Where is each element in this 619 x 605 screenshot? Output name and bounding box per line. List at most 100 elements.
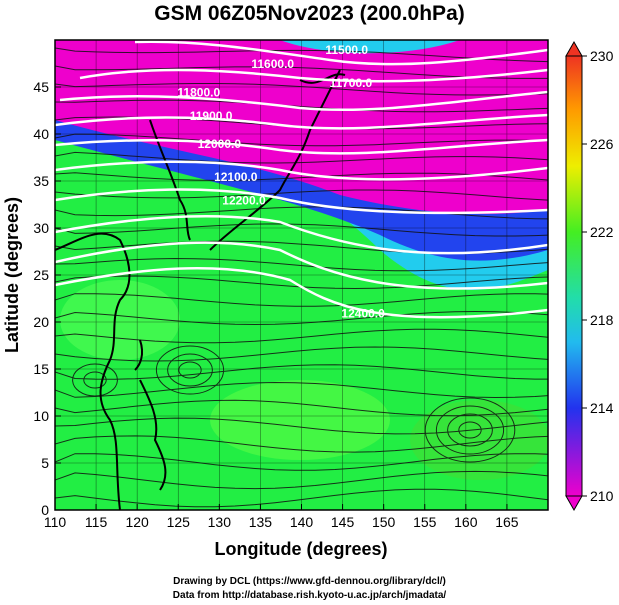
credit-data: Data from http://database.rish.kyoto-u.a… <box>172 590 447 601</box>
x-tick-label: 120 <box>125 514 149 530</box>
y-tick-label: 35 <box>33 173 49 189</box>
colorbar-top-arrow <box>565 40 583 57</box>
coast-philippines <box>139 379 167 491</box>
contour-12000 <box>55 160 548 181</box>
colorbar-ticks: 230 226 222 218 214 210 <box>582 48 614 504</box>
x-axis-ticks: 110 115 120 125 130 135 140 145 150 155 160 165 <box>44 504 519 530</box>
streamline <box>55 206 548 220</box>
y-axis-label: Latitude (degrees) <box>2 197 22 353</box>
chart-title: GSM 06Z05Nov2023 (200.0hPa) <box>154 2 465 25</box>
x-tick-label: 115 <box>85 514 108 530</box>
coast-japan <box>209 69 341 251</box>
contour-11800 <box>55 113 548 130</box>
contour-label: 11700.0 <box>329 76 372 90</box>
contour-11900 <box>55 138 548 155</box>
streamline <box>55 83 548 96</box>
contour-label: 12100.0 <box>214 170 258 184</box>
credit-drawing: Drawing by DCL (https://www.gfd-dennou.o… <box>173 576 446 587</box>
green-patch-3 <box>210 380 390 460</box>
coast-korea <box>149 119 191 241</box>
streamline <box>55 346 548 362</box>
x-tick-label: 110 <box>44 514 67 530</box>
x-tick-label: 165 <box>495 514 519 530</box>
streamline <box>55 488 548 508</box>
vortex-streamline <box>155 345 225 395</box>
contour-label: 11600.0 <box>251 57 294 71</box>
streamline <box>55 435 548 453</box>
x-tick-label: 125 <box>167 514 191 530</box>
y-axis-ticks: 0 5 10 15 20 25 30 35 40 45 <box>33 79 61 518</box>
colorbar-tick-label: 226 <box>590 136 614 152</box>
vortex-streamline <box>435 405 505 455</box>
contour-11500 <box>134 40 548 66</box>
y-tick-label: 25 <box>33 267 49 283</box>
colorbar: 230 226 222 218 214 210 <box>565 40 614 512</box>
colorbar-tick-label: 218 <box>590 312 614 328</box>
y-tick-label: 20 <box>33 314 49 330</box>
contour-12300 <box>55 241 548 290</box>
streamline <box>55 417 548 435</box>
x-tick-label: 130 <box>208 514 232 530</box>
streamline <box>55 364 548 380</box>
colorbar-bottom-arrow <box>565 495 583 512</box>
contour-11700 <box>59 90 548 112</box>
contour-label: 12200.0 <box>222 194 266 208</box>
y-tick-label: 15 <box>33 361 49 377</box>
streamline <box>55 223 548 237</box>
coastlines <box>55 69 346 510</box>
x-tick-label: 140 <box>290 514 314 530</box>
colorbar-tick-label: 222 <box>590 224 614 240</box>
streamlines <box>55 47 548 508</box>
vortex-streamline <box>458 421 482 439</box>
x-tick-label: 150 <box>372 514 396 530</box>
y-tick-label: 5 <box>41 455 49 471</box>
streamline <box>55 381 548 399</box>
vortex-streamline <box>424 397 516 463</box>
streamline <box>55 99 548 113</box>
y-tick-label: 40 <box>33 126 49 142</box>
colorbar-tick-label: 214 <box>590 400 614 416</box>
streamline <box>55 189 548 201</box>
grid-lines <box>55 40 548 510</box>
contour-label: 12000.0 <box>198 137 242 151</box>
streamline <box>55 328 548 344</box>
green-patch-1 <box>60 280 180 360</box>
vortex-streamline <box>178 361 202 379</box>
contour-label: 11900.0 <box>190 109 233 123</box>
streamline <box>55 399 548 417</box>
contour-11600 <box>79 68 548 83</box>
vortex-streamline <box>167 353 213 387</box>
x-tick-label: 145 <box>331 514 355 530</box>
contour-12100 <box>55 188 548 215</box>
y-tick-label: 30 <box>33 220 49 236</box>
x-tick-label: 155 <box>413 514 437 530</box>
contour-12200 <box>55 214 548 255</box>
contour-label: 11500.0 <box>325 43 368 57</box>
vortex-streamline <box>447 413 493 447</box>
y-tick-label: 0 <box>41 502 49 518</box>
contour-12400 <box>55 266 548 319</box>
colorbar-scale <box>565 55 583 497</box>
coast-asia <box>55 232 131 510</box>
streamline <box>55 275 548 290</box>
contour-labels: 11500.0 11600.0 11700.0 11800.0 11900.0 12000… <box>177 43 385 320</box>
streamline <box>55 470 548 490</box>
streamline <box>55 310 548 326</box>
streamline <box>55 257 548 272</box>
x-axis-label: Longitude (degrees) <box>214 539 387 559</box>
y-tick-label: 45 <box>33 79 49 95</box>
colorbar-tick-label: 210 <box>590 488 614 504</box>
y-tick-label: 10 <box>33 408 49 424</box>
green-patch-2 <box>410 400 548 480</box>
map-field <box>55 40 548 510</box>
streamline <box>55 293 548 307</box>
streamline <box>55 453 548 471</box>
contour-label: 11800.0 <box>177 85 220 99</box>
streamline <box>55 151 548 164</box>
x-tick-label: 135 <box>249 514 273 530</box>
contour-label: 12400.0 <box>341 306 385 320</box>
coast-taiwan <box>134 339 144 371</box>
vortex-streamline <box>72 363 118 397</box>
contour-lines <box>55 40 548 319</box>
